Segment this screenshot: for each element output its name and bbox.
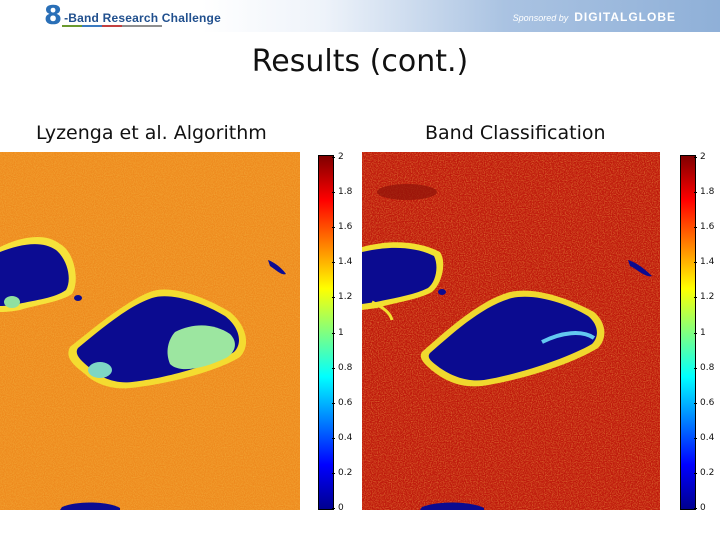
colorbar-tick-label: 0.8 bbox=[700, 362, 715, 373]
colorbar-tick-label: 0 bbox=[338, 503, 344, 513]
colorbar-right-ticks: 2 1.8 1.6 1.4 1.2 1 0.8 0.6 0.4 0.2 0 bbox=[694, 152, 720, 513]
sponsor-logo: DIGITALGLOBE bbox=[574, 10, 676, 24]
colorbar-tick-mark bbox=[694, 402, 697, 404]
colorbar-tick-label: 1.8 bbox=[338, 187, 353, 198]
colorbar-tick-label: 0.4 bbox=[700, 432, 715, 443]
band-classification-map bbox=[362, 152, 660, 510]
colorbar-tick-mark bbox=[332, 262, 335, 264]
colorbar-tick-mark bbox=[694, 508, 697, 509]
colorbar-tick-mark bbox=[694, 367, 697, 369]
logo-mark: 8 bbox=[44, 1, 63, 31]
colorbar-tick-mark bbox=[694, 227, 697, 229]
colorbar-tick-label: 1.4 bbox=[700, 257, 715, 268]
colorbar-tick-mark bbox=[332, 437, 335, 439]
logo-text: -Band Research Challenge bbox=[64, 11, 221, 25]
colorbar-tick-label: 1 bbox=[338, 327, 344, 338]
challenge-logo: 8 -Band Research Challenge bbox=[44, 1, 221, 31]
sponsor-label: Sponsored by bbox=[512, 13, 569, 23]
colorbar-tick-mark bbox=[332, 332, 335, 334]
colorbar-tick-mark bbox=[694, 297, 697, 299]
colorbar-tick-label: 0.2 bbox=[700, 467, 715, 478]
colorbar-tick-mark bbox=[332, 192, 335, 194]
colorbar-tick-label: 1.2 bbox=[700, 292, 715, 303]
colorbar-tick-mark bbox=[332, 508, 335, 509]
colorbar-tick-mark bbox=[694, 332, 697, 334]
small-lake-right bbox=[628, 260, 652, 277]
colorbar-tick-label: 0 bbox=[700, 503, 706, 513]
colorbar-tick-mark bbox=[694, 262, 697, 264]
header-banner: 8 -Band Research Challenge Sponsored by … bbox=[0, 0, 720, 32]
small-lake-right bbox=[268, 260, 286, 275]
colorbar-tick-label: 0.4 bbox=[338, 432, 353, 443]
logo-underline bbox=[62, 25, 162, 27]
colorbar-tick-label: 0.6 bbox=[338, 397, 353, 408]
colorbar-tick-label: 1.8 bbox=[700, 187, 715, 198]
colorbar-tick-label: 2 bbox=[338, 152, 344, 162]
colorbar-tick-label: 1.6 bbox=[700, 222, 715, 233]
colorbar-tick-label: 0.2 bbox=[338, 467, 353, 478]
colorbar-tick-label: 0.8 bbox=[338, 362, 353, 373]
colorbar-tick-label: 1.2 bbox=[338, 292, 353, 303]
colorbar-tick-label: 1 bbox=[700, 327, 706, 338]
left-caption: Lyzenga et al. Algorithm bbox=[36, 122, 267, 144]
right-caption: Band Classification bbox=[425, 122, 606, 144]
sponsor-block: Sponsored by DIGITALGLOBE bbox=[513, 10, 676, 24]
colorbar-tick-mark bbox=[694, 192, 697, 194]
colorbar-tick-mark bbox=[332, 472, 335, 474]
colorbar-tick-label: 2 bbox=[700, 152, 706, 162]
colorbar-tick-mark bbox=[332, 297, 335, 299]
colorbar-tick-mark bbox=[332, 367, 335, 369]
colorbar-tick-mark bbox=[332, 157, 335, 158]
colorbar-left-ticks: 2 1.8 1.6 1.4 1.2 1 0.8 0.6 0.4 0.2 0 bbox=[332, 152, 366, 513]
lyzenga-depth-map bbox=[0, 152, 300, 510]
colorbar-tick-mark bbox=[694, 157, 697, 158]
colorbar-tick-label: 1.6 bbox=[338, 222, 353, 233]
colorbar-tick-mark bbox=[694, 437, 697, 439]
slide-title: Results (cont.) bbox=[251, 44, 469, 79]
colorbar-tick-mark bbox=[332, 227, 335, 229]
colorbar-tick-label: 0.6 bbox=[700, 397, 715, 408]
colorbar-tick-label: 1.4 bbox=[338, 257, 353, 268]
colorbar-tick-mark bbox=[694, 472, 697, 474]
colorbar-tick-mark bbox=[332, 402, 335, 404]
